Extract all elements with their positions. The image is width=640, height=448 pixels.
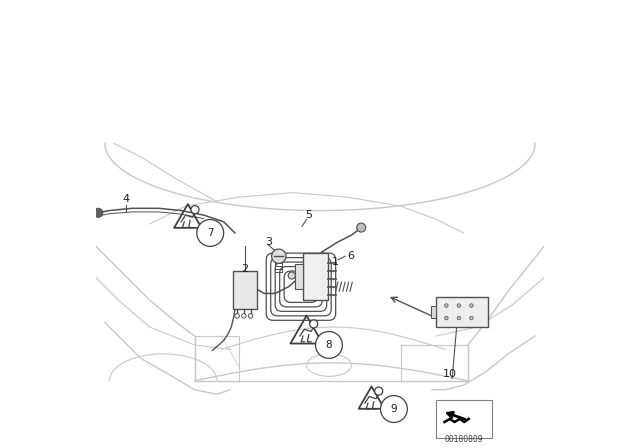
Circle shape — [445, 304, 448, 307]
Circle shape — [457, 316, 461, 320]
Circle shape — [445, 316, 448, 320]
Circle shape — [356, 223, 365, 232]
Text: 9: 9 — [390, 404, 397, 414]
Text: 10: 10 — [443, 369, 457, 379]
Circle shape — [248, 314, 253, 318]
Circle shape — [316, 332, 342, 358]
FancyBboxPatch shape — [431, 306, 436, 318]
Circle shape — [235, 314, 239, 318]
FancyBboxPatch shape — [295, 264, 303, 289]
FancyBboxPatch shape — [303, 253, 328, 300]
Text: 4: 4 — [123, 194, 130, 204]
Circle shape — [288, 272, 296, 279]
Text: 7: 7 — [207, 228, 214, 238]
Circle shape — [374, 387, 383, 395]
Text: 00180809: 00180809 — [445, 435, 483, 444]
Text: 2: 2 — [242, 264, 249, 274]
Text: 5: 5 — [305, 210, 312, 220]
Text: 1: 1 — [332, 257, 339, 267]
Circle shape — [271, 249, 286, 263]
Text: 6: 6 — [347, 251, 354, 261]
Text: 8: 8 — [326, 340, 332, 350]
Circle shape — [457, 304, 461, 307]
Circle shape — [94, 208, 103, 217]
Text: 3: 3 — [265, 237, 272, 247]
Circle shape — [470, 316, 473, 320]
Circle shape — [310, 320, 317, 328]
Circle shape — [242, 314, 246, 318]
Circle shape — [380, 396, 408, 422]
FancyBboxPatch shape — [233, 271, 257, 309]
FancyBboxPatch shape — [436, 400, 492, 438]
FancyBboxPatch shape — [436, 297, 488, 327]
Circle shape — [197, 220, 224, 246]
Circle shape — [470, 304, 473, 307]
Circle shape — [191, 206, 199, 214]
